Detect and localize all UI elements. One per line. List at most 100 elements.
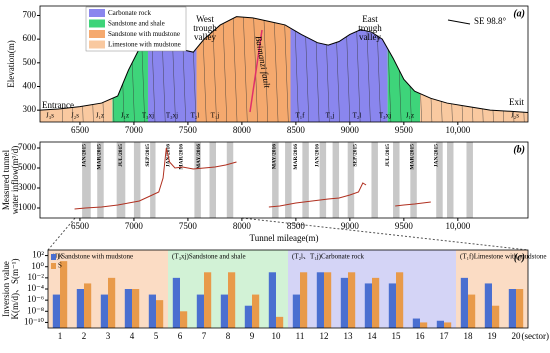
direction-arrow xyxy=(447,19,471,25)
bar xyxy=(196,294,204,328)
panel-label: (a) xyxy=(513,8,525,19)
panel-label: (b) xyxy=(513,144,525,155)
x-tick-label: 4 xyxy=(130,331,135,341)
survey-period xyxy=(347,142,355,218)
bar xyxy=(316,272,324,328)
date-label: JAN/2016 xyxy=(315,144,321,167)
bedding xyxy=(253,16,258,122)
date-label: JUL/2015 xyxy=(385,144,391,167)
survey-period xyxy=(82,142,91,218)
bar xyxy=(412,318,420,328)
x-tick-label: 10,000 xyxy=(445,221,470,231)
legend-swatch xyxy=(51,263,56,269)
y-tick-label: 400 xyxy=(23,81,37,91)
legend-swatch xyxy=(89,9,105,17)
survey-period xyxy=(133,142,141,218)
legend-label: Limestone with mudstone xyxy=(108,41,181,49)
y-tick-label: 10² xyxy=(32,250,44,260)
legend-swatch xyxy=(89,19,105,28)
bar xyxy=(436,320,444,328)
x-tick-label: 10,000 xyxy=(445,125,470,135)
y-axis-title: water inflow(m³/d) xyxy=(10,146,20,214)
bar xyxy=(180,311,188,328)
date-label: JAN/2015 xyxy=(433,144,439,167)
panel: Measured tunnel water inflow(m³/d) JAN/201… xyxy=(1,141,529,243)
survey-period xyxy=(226,142,234,218)
bar xyxy=(220,294,228,328)
x-tick-label: 9 xyxy=(250,331,255,341)
x-axis-title: Tunnel mileage(m) xyxy=(250,233,319,243)
stratum-label: T₂l xyxy=(191,112,200,120)
group-label: (T₃xj)Sandstone and shale xyxy=(172,253,246,261)
x-tick-label: 5 xyxy=(154,331,159,341)
stratum-label: T₁j xyxy=(326,112,335,120)
x-tick-label: 16 xyxy=(416,331,426,341)
survey-period xyxy=(272,142,279,218)
date-label: MAR/2015 xyxy=(410,144,416,170)
valley-label: trough xyxy=(193,23,217,33)
y-axis-title: Inversion value xyxy=(1,261,11,317)
bar xyxy=(148,294,156,328)
bar xyxy=(100,294,108,328)
y-tick-label: 700 xyxy=(23,10,37,20)
plot-frame xyxy=(47,249,529,329)
bedding xyxy=(78,16,84,122)
rock-zone xyxy=(387,16,421,122)
date-label: MAR/2015 xyxy=(97,144,103,170)
survey-period xyxy=(150,142,156,218)
valley-label: East xyxy=(362,14,378,24)
bar xyxy=(420,322,428,328)
date-label: JAN/2016 xyxy=(166,144,172,167)
bar xyxy=(60,261,68,328)
x-tick-label: 9000 xyxy=(341,125,360,135)
y-tick-label: 10⁻⁸ xyxy=(27,305,44,315)
bar xyxy=(492,305,500,328)
x-tick-label: 8000 xyxy=(233,125,252,135)
bar xyxy=(484,283,492,328)
bar xyxy=(268,272,276,328)
plot-frame xyxy=(39,5,529,123)
y-tick-label: 300 xyxy=(23,104,37,114)
x-tick-label: 7000 xyxy=(125,221,144,231)
bar xyxy=(276,316,284,328)
bedding xyxy=(263,16,269,122)
stratum-label: T₃xj xyxy=(166,112,178,120)
y-tick-label: 3000 xyxy=(18,182,37,192)
x-tick-label: 12 xyxy=(320,331,329,341)
x-tick-label: 7 xyxy=(202,331,207,341)
legend-label: Sandstone with mudstone xyxy=(108,30,180,38)
panel-label: (c) xyxy=(514,252,525,263)
stratum-label: T₃xj xyxy=(379,112,391,120)
legend-label: K xyxy=(58,253,63,261)
valley-label: valley xyxy=(359,32,381,42)
x-tick-label: 6 xyxy=(178,331,183,341)
x-tick-label: 19 xyxy=(488,331,498,341)
date-label: MAR/2016 xyxy=(293,144,299,170)
survey-period xyxy=(97,142,104,218)
survey-period xyxy=(466,142,473,218)
x-tick-label: 18 xyxy=(464,331,474,341)
bar xyxy=(364,283,372,328)
x-tick-label: 8 xyxy=(226,331,231,341)
legend-swatch xyxy=(51,254,56,260)
y-tick-label: 10⁻¹⁰ xyxy=(24,316,44,326)
group-label: (T₂l、T₁j)Carbonate rock xyxy=(292,253,364,261)
survey-period xyxy=(116,142,126,218)
survey-period xyxy=(332,142,340,218)
stratum-label: T₁f xyxy=(295,112,305,120)
bar xyxy=(516,289,524,328)
plot-frame xyxy=(39,141,529,219)
stratum-label: J₁z xyxy=(96,112,104,120)
survey-period xyxy=(209,142,216,218)
bar xyxy=(108,277,116,328)
x-tick-label: 13 xyxy=(344,331,354,341)
stratum-label: J₂s xyxy=(511,112,519,120)
survey-period xyxy=(319,142,327,218)
y-axis-title: Measured tunnel xyxy=(1,149,11,210)
stratum-label: T₁j xyxy=(211,112,220,120)
stratum-label: T₂l xyxy=(353,112,362,120)
direction-label: SE 98.8° xyxy=(474,16,507,26)
bar xyxy=(340,277,348,328)
x-tick-label: 2 xyxy=(82,331,87,341)
